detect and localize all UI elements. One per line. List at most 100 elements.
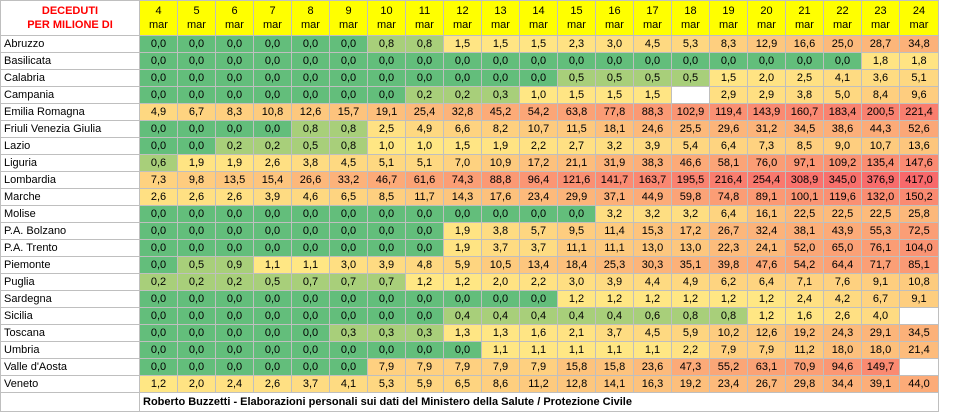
value-cell[interactable]: 0,8 [329,120,368,138]
value-cell[interactable]: 0,0 [139,324,178,342]
value-cell[interactable]: 5,3 [671,35,710,53]
value-cell[interactable]: 0,0 [595,52,634,70]
value-cell[interactable]: 4,5 [329,154,368,172]
value-cell[interactable]: 1,1 [519,341,558,359]
value-cell[interactable]: 104,0 [899,239,939,257]
value-cell[interactable]: 2,5 [785,69,824,87]
empty-cell[interactable] [899,307,939,325]
value-cell[interactable]: 88,3 [633,103,672,121]
value-cell[interactable]: 0,4 [481,307,520,325]
value-cell[interactable]: 0,3 [405,324,444,342]
value-cell[interactable]: 0,8 [329,137,368,155]
value-cell[interactable]: 1,6 [785,307,824,325]
value-cell[interactable]: 1,5 [709,69,748,87]
value-cell[interactable]: 0,0 [405,239,444,257]
value-cell[interactable]: 216,4 [709,171,748,189]
value-cell[interactable]: 74,8 [709,188,748,206]
value-cell[interactable]: 0,0 [405,290,444,308]
value-cell[interactable]: 0,0 [329,358,368,376]
empty-cell[interactable] [899,358,939,376]
value-cell[interactable]: 12,8 [557,375,596,393]
value-cell[interactable]: 1,9 [443,239,482,257]
value-cell[interactable]: 0,0 [329,205,368,223]
value-cell[interactable]: 7,9 [519,358,558,376]
value-cell[interactable]: 0,4 [443,307,482,325]
value-cell[interactable]: 1,9 [215,154,254,172]
value-cell[interactable]: 26,7 [709,222,748,240]
value-cell[interactable]: 25,4 [405,103,444,121]
value-cell[interactable]: 17,2 [519,154,558,172]
region-name[interactable]: Toscana [0,324,140,342]
value-cell[interactable]: 4,5 [633,324,672,342]
value-cell[interactable]: 0,0 [367,86,406,104]
value-cell[interactable]: 1,1 [291,256,330,274]
value-cell[interactable]: 14,1 [595,375,634,393]
value-cell[interactable]: 0,8 [367,35,406,53]
value-cell[interactable]: 24,6 [633,120,672,138]
value-cell[interactable]: 0,3 [329,324,368,342]
value-cell[interactable]: 0,0 [443,205,482,223]
value-cell[interactable]: 28,7 [861,35,900,53]
value-cell[interactable]: 5,9 [443,256,482,274]
value-cell[interactable]: 63,8 [557,103,596,121]
value-cell[interactable]: 0,0 [405,341,444,359]
value-cell[interactable]: 34,4 [823,375,862,393]
value-cell[interactable]: 1,1 [633,341,672,359]
value-cell[interactable]: 0,0 [177,205,216,223]
value-cell[interactable]: 4,1 [329,375,368,393]
region-name[interactable]: Calabria [0,69,140,87]
region-name[interactable]: Campania [0,86,140,104]
value-cell[interactable]: 0,0 [215,69,254,87]
value-cell[interactable]: 6,2 [709,273,748,291]
value-cell[interactable]: 63,1 [747,358,786,376]
day-header[interactable]: 16 mar [595,0,634,36]
value-cell[interactable]: 5,4 [671,137,710,155]
value-cell[interactable]: 0,0 [519,290,558,308]
value-cell[interactable]: 0,0 [291,52,330,70]
value-cell[interactable]: 0,0 [405,69,444,87]
value-cell[interactable]: 58,1 [709,154,748,172]
value-cell[interactable]: 19,2 [671,375,710,393]
region-name[interactable]: Puglia [0,273,140,291]
value-cell[interactable]: 3,0 [595,35,634,53]
value-cell[interactable]: 4,0 [861,307,900,325]
value-cell[interactable]: 0,5 [557,69,596,87]
value-cell[interactable]: 1,2 [747,307,786,325]
value-cell[interactable]: 0,8 [671,307,710,325]
day-header[interactable]: 12 mar [443,0,482,36]
day-header[interactable]: 18 mar [671,0,710,36]
value-cell[interactable]: 0,0 [291,222,330,240]
value-cell[interactable]: 5,1 [899,69,939,87]
value-cell[interactable]: 46,7 [367,171,406,189]
value-cell[interactable]: 8,3 [215,103,254,121]
value-cell[interactable]: 6,5 [443,375,482,393]
value-cell[interactable]: 0,5 [595,69,634,87]
value-cell[interactable]: 2,0 [481,273,520,291]
value-cell[interactable]: 1,2 [709,290,748,308]
value-cell[interactable]: 0,0 [253,324,292,342]
region-name[interactable]: Piemonte [0,256,140,274]
value-cell[interactable]: 2,9 [709,86,748,104]
value-cell[interactable]: 10,8 [899,273,939,291]
value-cell[interactable]: 0,0 [367,290,406,308]
day-header[interactable]: 23 mar [861,0,900,36]
day-header[interactable]: 4 mar [139,0,178,36]
value-cell[interactable]: 0,0 [139,137,178,155]
value-cell[interactable]: 25,0 [823,35,862,53]
value-cell[interactable]: 19,1 [367,103,406,121]
value-cell[interactable]: 38,6 [823,120,862,138]
value-cell[interactable]: 2,5 [367,120,406,138]
value-cell[interactable]: 3,9 [253,188,292,206]
value-cell[interactable]: 0,0 [177,290,216,308]
value-cell[interactable]: 0,0 [329,52,368,70]
value-cell[interactable]: 7,9 [367,358,406,376]
value-cell[interactable]: 141,7 [595,171,634,189]
value-cell[interactable]: 143,9 [747,103,786,121]
value-cell[interactable]: 22,3 [709,239,748,257]
value-cell[interactable]: 13,0 [633,239,672,257]
value-cell[interactable]: 52,0 [785,239,824,257]
value-cell[interactable]: 23,6 [633,358,672,376]
value-cell[interactable]: 3,2 [633,205,672,223]
value-cell[interactable]: 183,4 [823,103,862,121]
value-cell[interactable]: 0,3 [367,324,406,342]
